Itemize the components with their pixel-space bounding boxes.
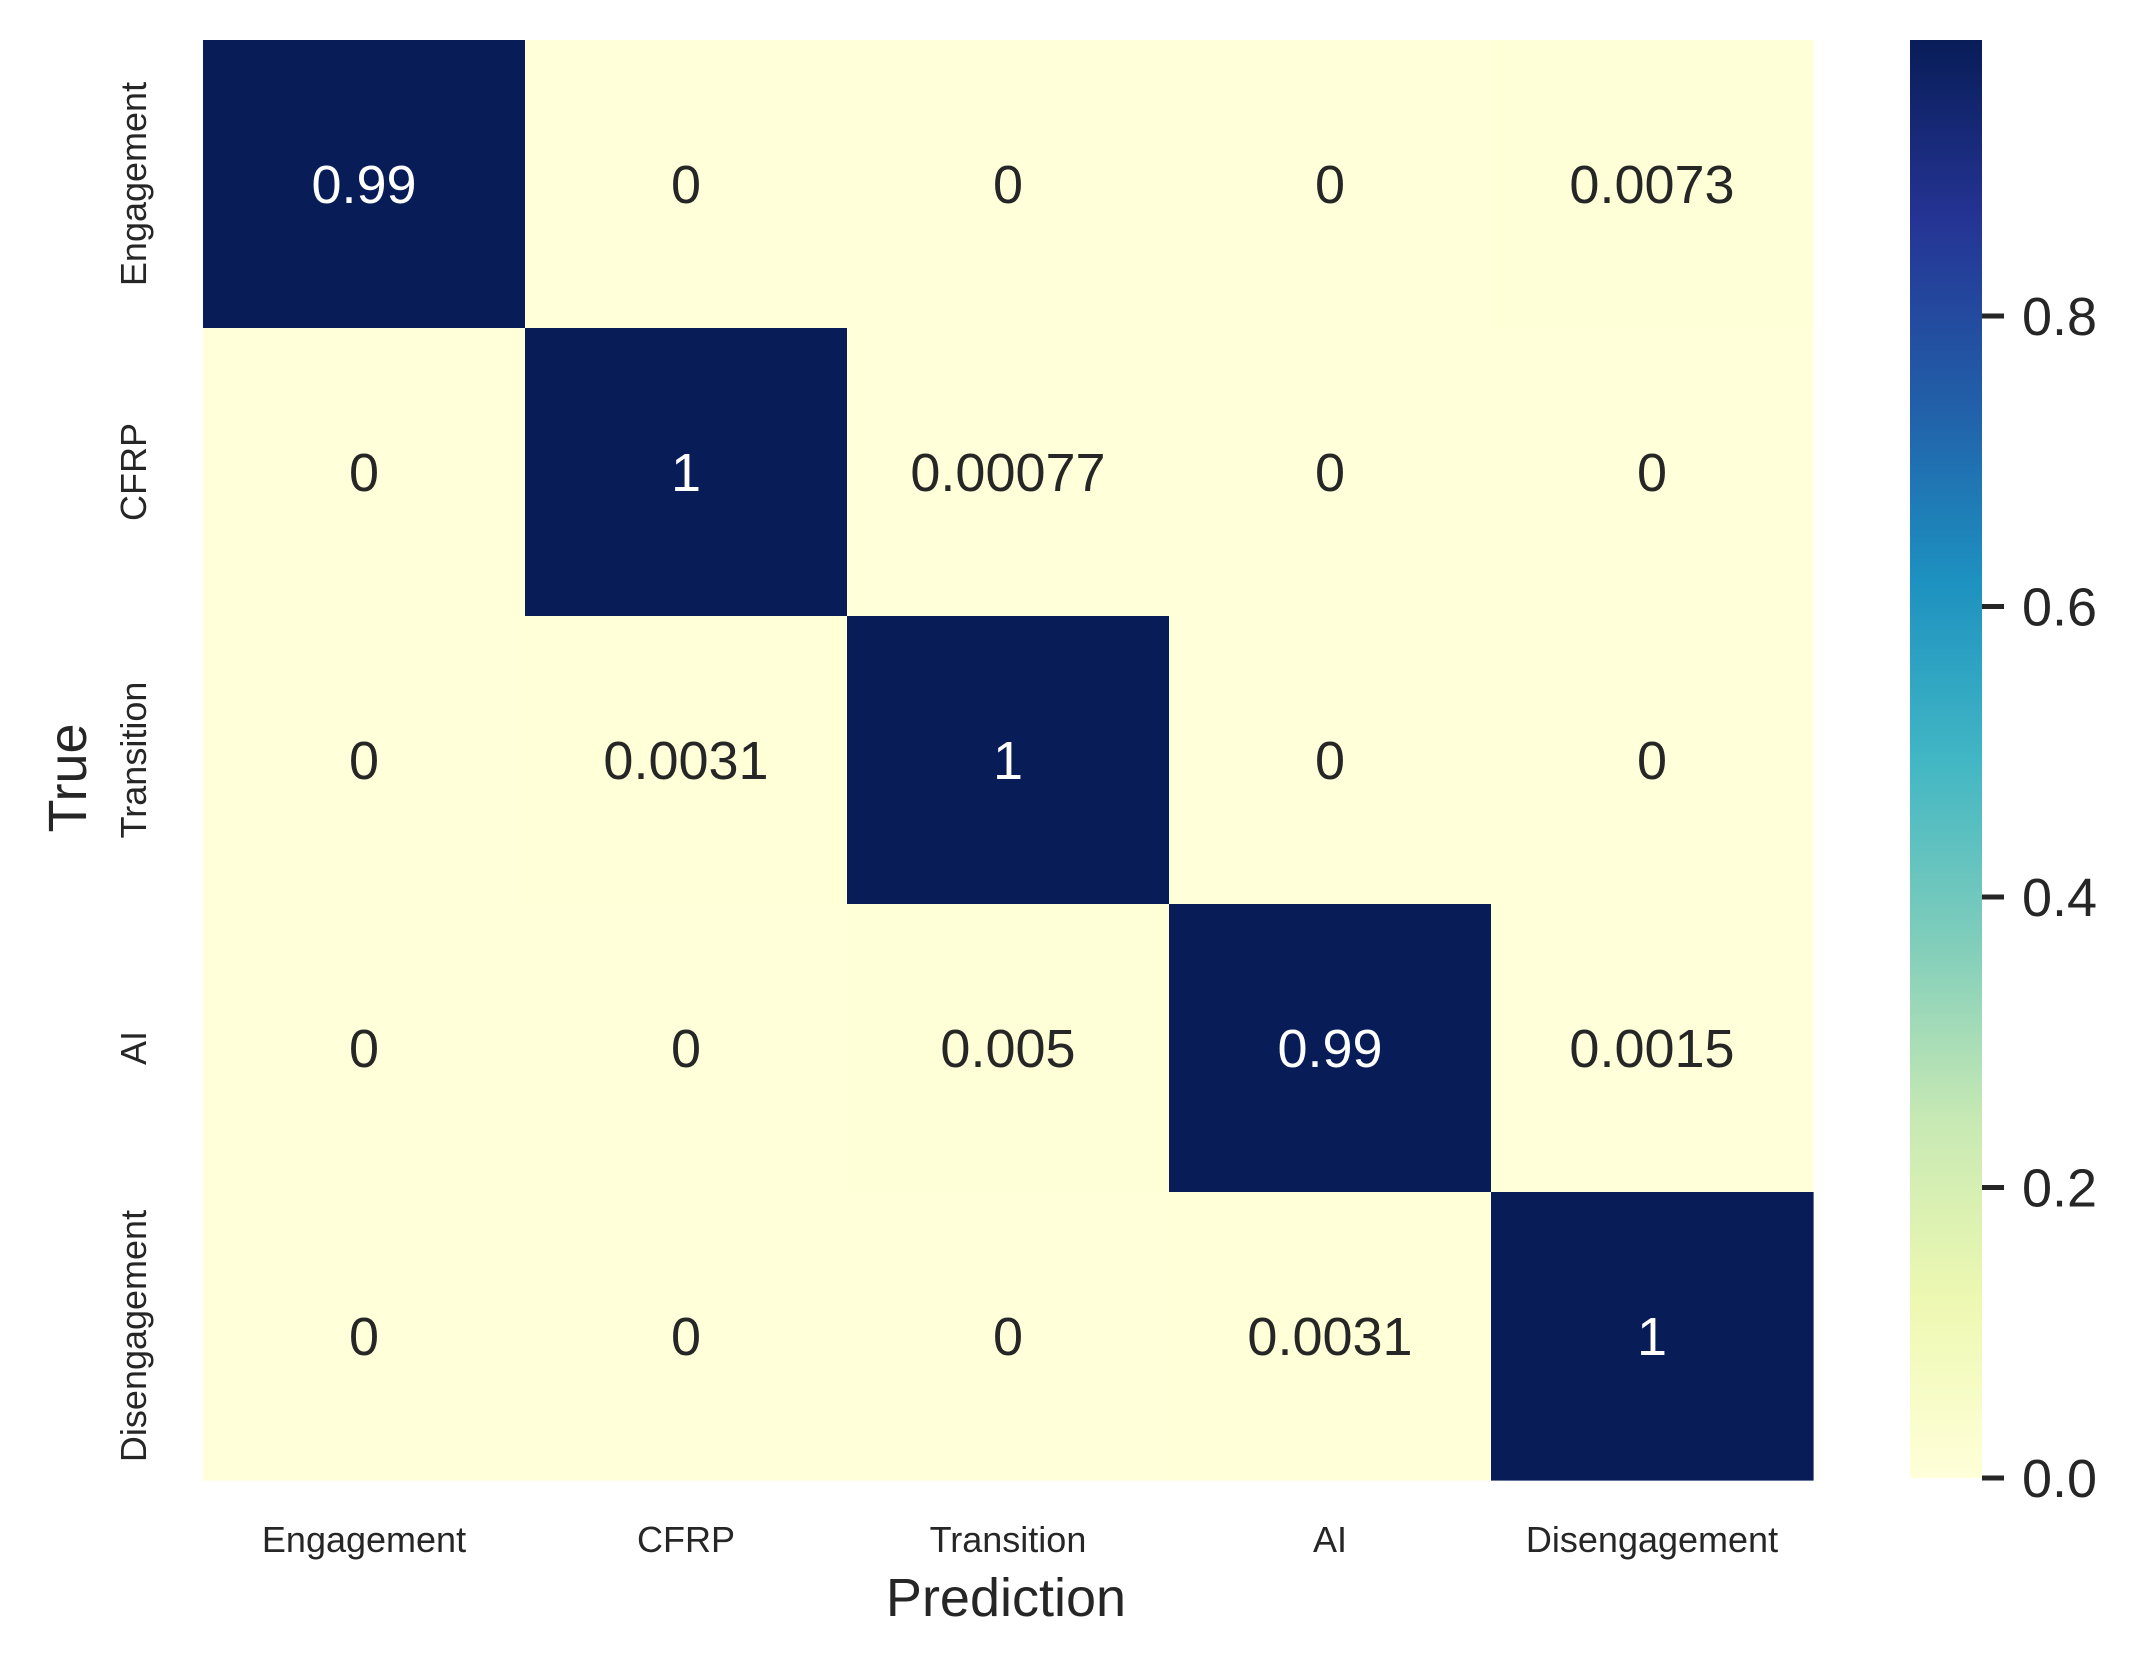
colorbar-gradient bbox=[1910, 40, 1982, 1478]
heatmap-cells bbox=[203, 40, 1814, 1481]
x-tick-label: Disengagement bbox=[1526, 1519, 1778, 1560]
y-tick-label: AI bbox=[113, 1031, 154, 1065]
cell-value-label: 0 bbox=[671, 1307, 701, 1367]
cell-value-label: 0 bbox=[349, 1019, 379, 1079]
heatmap-cell bbox=[847, 328, 1170, 617]
colorbar-tick-label: 0.4 bbox=[2022, 868, 2097, 928]
heatmap-cell bbox=[1169, 328, 1492, 617]
cell-value-label: 0 bbox=[349, 731, 379, 791]
cell-value-label: 0.0073 bbox=[1569, 155, 1734, 215]
y-tick-label: Transition bbox=[113, 682, 154, 839]
y-axis-label: True bbox=[38, 723, 98, 832]
heatmap-cell bbox=[1491, 1192, 1814, 1481]
heatmap-cell bbox=[1169, 616, 1492, 905]
colorbar-ticks: 0.0 0.2 0.4 0.6 0.8 bbox=[1982, 287, 2097, 1509]
heatmap-cell bbox=[1491, 616, 1814, 905]
y-tick-label: Engagement bbox=[113, 82, 154, 286]
heatmap-cell bbox=[847, 616, 1170, 905]
heatmap-cell bbox=[203, 616, 526, 905]
heatmap-cell bbox=[525, 904, 848, 1193]
colorbar-tick-label: 0.2 bbox=[2022, 1158, 2097, 1218]
y-tick-label: Disengagement bbox=[113, 1210, 154, 1462]
cell-value-label: 0 bbox=[1637, 443, 1667, 503]
cell-value-label: 0 bbox=[349, 1307, 379, 1367]
cell-value-label: 1 bbox=[993, 731, 1023, 791]
cell-value-label: 0.00077 bbox=[910, 443, 1105, 503]
cell-value-label: 1 bbox=[671, 443, 701, 503]
heatmap-cell bbox=[203, 328, 526, 617]
heatmap-cell bbox=[847, 904, 1170, 1193]
cell-value-label: 0 bbox=[1637, 731, 1667, 791]
cell-value-label: 0 bbox=[671, 155, 701, 215]
cell-value-label: 0 bbox=[1315, 443, 1345, 503]
cell-value-label: 0 bbox=[993, 155, 1023, 215]
heatmap-cell bbox=[203, 904, 526, 1193]
heatmap-cell bbox=[525, 616, 848, 905]
heatmap-cell bbox=[203, 1192, 526, 1481]
x-axis-label: Prediction bbox=[886, 1568, 1126, 1628]
y-axis-ticks: Engagement CFRP Transition AI Disengagement bbox=[113, 82, 154, 1462]
cell-value-label: 0.99 bbox=[1277, 1019, 1382, 1079]
heatmap-cell bbox=[1169, 40, 1492, 329]
cell-value-label: 0.99 bbox=[311, 155, 416, 215]
colorbar: 0.0 0.2 0.4 0.6 0.8 bbox=[1910, 40, 2097, 1509]
heatmap-cell bbox=[203, 40, 526, 329]
x-tick-label: AI bbox=[1313, 1519, 1347, 1560]
x-tick-label: Transition bbox=[930, 1519, 1087, 1560]
x-axis-ticks: Engagement CFRP Transition AI Disengagement bbox=[262, 1519, 1778, 1560]
colorbar-tick-label: 0.8 bbox=[2022, 287, 2097, 347]
cell-value-label: 0 bbox=[671, 1019, 701, 1079]
cell-value-label: 0 bbox=[993, 1307, 1023, 1367]
heatmap-cell bbox=[847, 40, 1170, 329]
cell-value-label: 0.0015 bbox=[1569, 1019, 1734, 1079]
cell-value-label: 0.0031 bbox=[603, 731, 768, 791]
cell-annotations: 0.99 0 0 0 0.0073 0 1 0.00077 0 0 0 0.0031 1 0 0 0 0 0.00… bbox=[311, 155, 1734, 1367]
heatmap-cell bbox=[1491, 328, 1814, 617]
cell-value-label: 0 bbox=[1315, 731, 1345, 791]
cell-value-label: 0.0031 bbox=[1247, 1307, 1412, 1367]
cell-value-label: 0 bbox=[349, 443, 379, 503]
colorbar-tick-label: 0.6 bbox=[2022, 577, 2097, 637]
cell-value-label: 0.005 bbox=[940, 1019, 1075, 1079]
heatmap-cell bbox=[1491, 904, 1814, 1193]
heatmap-cell bbox=[1169, 1192, 1492, 1481]
heatmap-cell bbox=[525, 1192, 848, 1481]
heatmap-cell bbox=[1169, 904, 1492, 1193]
x-tick-label: CFRP bbox=[637, 1519, 735, 1560]
heatmap-cell bbox=[1491, 40, 1814, 329]
x-tick-label: Engagement bbox=[262, 1519, 466, 1560]
colorbar-tick-label: 0.0 bbox=[2022, 1449, 2097, 1509]
heatmap-cell bbox=[525, 40, 848, 329]
heatmap-cell bbox=[525, 328, 848, 617]
cell-value-label: 0 bbox=[1315, 155, 1345, 215]
heatmap-cell bbox=[847, 1192, 1170, 1481]
cell-value-label: 1 bbox=[1637, 1307, 1667, 1367]
y-tick-label: CFRP bbox=[113, 423, 154, 521]
